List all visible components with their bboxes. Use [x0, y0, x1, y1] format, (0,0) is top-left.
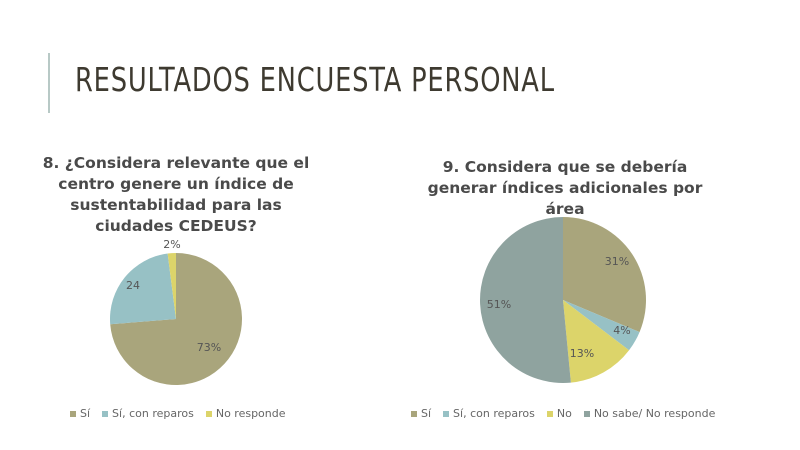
chart-2-data-label-si: 31%: [605, 255, 629, 268]
chart-1-slice-no-responde: [167, 253, 176, 319]
chart-1-data-label-si: 73%: [197, 341, 221, 354]
chart-2-data-label-si-con-reparos: 4%: [613, 324, 630, 337]
chart-1-title: 8. ¿Considera relevante que el centro ge…: [42, 154, 310, 235]
chart-2-slice-no-sabe-no-responde: [479, 217, 571, 384]
chart-1-slice-si: [110, 253, 243, 386]
legend-swatch-icon: [546, 410, 553, 417]
legend-swatch-icon: [443, 410, 450, 417]
legend-label: Sí: [421, 407, 432, 420]
legend-swatch-icon: [205, 410, 212, 417]
chart-2-legend: Sí Sí, con reparos No No sabe/ No responde: [411, 407, 715, 420]
chart-2-title: 9. Considera que se debería generar índi…: [427, 158, 703, 218]
legend-label: No responde: [215, 407, 286, 420]
chart-2-slice-si-con-reparos: [563, 300, 640, 351]
legend-label: No sabe/ No responde: [593, 407, 716, 420]
chart-1-data-label-si-con-reparos: 24: [126, 279, 140, 292]
legend-label: No: [556, 407, 572, 420]
chart-2-slice-no: [563, 300, 630, 383]
chart-2-data-label-no-sabe-no-responde: 51%: [487, 298, 511, 311]
legend-label: Sí, con reparos: [112, 407, 194, 420]
chart-1-data-label-no-responde: 2%: [163, 238, 180, 251]
legend-label: Sí: [80, 407, 91, 420]
chart-1-legend-item-si: Sí: [70, 407, 90, 420]
legend-label: Sí, con reparos: [453, 407, 535, 420]
chart-1-legend: Sí Sí, con reparos No responde: [70, 407, 286, 420]
chart-2-data-label-no: 13%: [570, 347, 594, 360]
chart-2-legend-item-si-con-reparos: Sí, con reparos: [443, 407, 535, 420]
legend-swatch-icon: [411, 410, 417, 417]
chart-2-slice-si: [563, 217, 647, 333]
page-title: RESULTADOS ENCUESTA PERSONAL: [75, 60, 555, 99]
chart-2-legend-item-si: Sí: [411, 407, 431, 420]
chart-1-slice-si-con-reparos: [110, 253, 176, 325]
legend-swatch-icon: [102, 410, 109, 417]
legend-swatch-icon: [583, 410, 590, 417]
chart-1-legend-item-si-con-reparos: Sí, con reparos: [102, 407, 194, 420]
title-accent-line: [48, 53, 50, 113]
chart-1-legend-item-no-responde: No responde: [205, 407, 286, 420]
legend-swatch-icon: [70, 410, 76, 417]
chart-2-legend-item-no-sabe-no-responde: No sabe/ No responde: [583, 407, 716, 420]
chart-2-legend-item-no: No: [546, 407, 572, 420]
